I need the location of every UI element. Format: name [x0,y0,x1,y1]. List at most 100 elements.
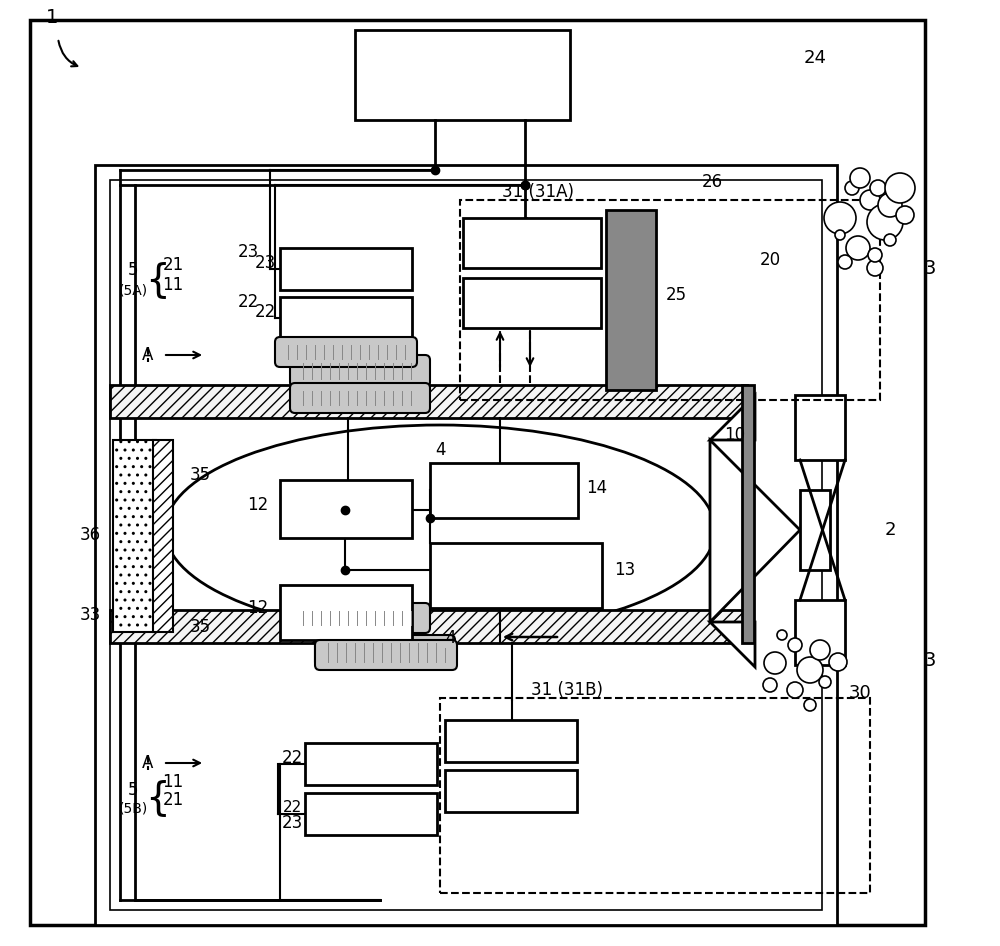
Bar [440,698,870,893]
Text: 23: 23 [254,254,276,272]
Circle shape [787,682,803,698]
Text: 33: 33 [79,606,101,624]
Bar [110,180,822,910]
Text: 14: 14 [586,479,608,497]
FancyBboxPatch shape [315,640,457,670]
Circle shape [835,230,845,240]
Text: 2: 2 [884,521,896,539]
Text: 4: 4 [435,441,445,459]
Text: 35: 35 [189,466,211,484]
Circle shape [896,206,914,224]
Text: 35: 35 [189,618,211,636]
Bar [460,200,880,400]
Circle shape [870,180,886,196]
Bar [463,218,601,268]
Circle shape [804,699,816,711]
Bar [280,480,412,538]
Text: 4: 4 [445,629,455,647]
Text: 22: 22 [254,303,276,321]
Text: 21: 21 [162,256,184,274]
Text: 13: 13 [614,561,636,579]
Circle shape [868,248,882,262]
Circle shape [777,630,787,640]
Text: 25: 25 [665,286,687,304]
Bar [280,297,412,339]
Text: 22: 22 [282,800,302,815]
Text: 20: 20 [759,251,781,269]
Bar [30,20,925,925]
Circle shape [850,168,870,188]
Bar [445,720,577,762]
Bar [800,490,830,570]
Text: A: A [142,754,154,772]
Bar [430,543,602,608]
Bar [110,610,747,643]
Text: 11: 11 [162,276,184,294]
Text: 5: 5 [128,261,138,279]
Circle shape [810,640,830,660]
Text: 22: 22 [281,749,303,767]
Polygon shape [710,622,755,667]
Bar [305,743,437,785]
Bar [153,440,173,632]
Circle shape [838,255,852,269]
Circle shape [846,236,870,260]
Circle shape [829,653,847,671]
Bar [110,385,747,418]
Bar [280,248,412,290]
Text: 21: 21 [162,791,184,809]
Ellipse shape [165,425,715,635]
Bar [606,210,656,390]
Bar [445,770,577,812]
Text: (5B): (5B) [118,801,148,815]
Text: 26: 26 [701,173,723,191]
Circle shape [884,234,896,246]
Text: 12: 12 [247,496,269,514]
Bar [742,385,754,643]
Polygon shape [795,395,845,460]
Text: 31 (31B): 31 (31B) [531,681,603,699]
Circle shape [860,190,880,210]
Text: {: { [145,779,169,817]
Text: 23: 23 [281,814,303,832]
Circle shape [764,652,786,674]
Text: 22: 22 [237,293,259,311]
Text: 30: 30 [849,684,871,702]
Bar [305,793,437,835]
Polygon shape [710,395,755,440]
Circle shape [763,678,777,692]
FancyBboxPatch shape [315,635,455,667]
Text: 12: 12 [247,599,269,617]
FancyBboxPatch shape [290,355,430,387]
Bar [95,165,837,925]
Bar [430,463,578,518]
Circle shape [885,173,915,203]
Text: {: { [145,261,169,299]
Text: 3: 3 [924,258,936,277]
FancyBboxPatch shape [290,603,430,633]
Text: 23: 23 [237,243,259,261]
Circle shape [867,204,903,240]
Polygon shape [795,600,845,665]
Circle shape [824,202,856,234]
Text: 1: 1 [46,9,58,27]
Text: A: A [142,346,154,364]
Text: 36: 36 [79,526,101,544]
Text: 5: 5 [128,781,138,799]
Circle shape [878,193,902,217]
Text: 24: 24 [804,49,826,67]
Polygon shape [710,440,800,622]
Circle shape [819,676,831,688]
Bar [113,440,156,632]
FancyBboxPatch shape [290,383,430,413]
Bar [355,30,570,120]
Circle shape [845,181,859,195]
Text: (5A): (5A) [118,283,148,297]
Text: 3: 3 [924,651,936,670]
Bar [280,585,412,640]
Text: 11: 11 [162,773,184,791]
FancyBboxPatch shape [275,337,417,367]
Circle shape [788,638,802,652]
Text: 31 (31A): 31 (31A) [502,183,574,201]
Circle shape [867,260,883,276]
